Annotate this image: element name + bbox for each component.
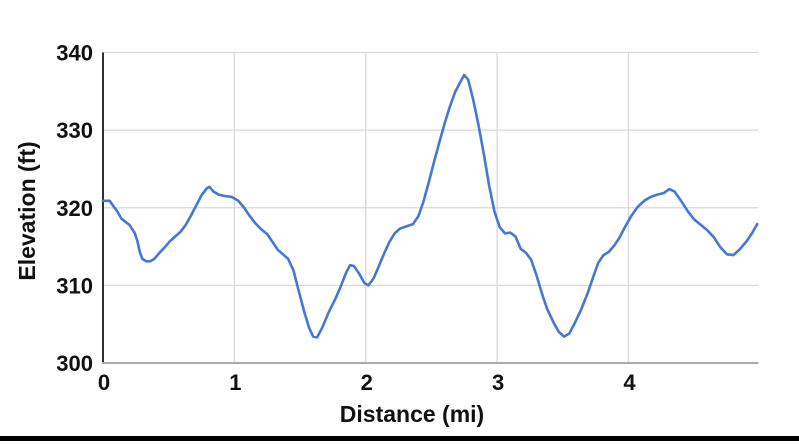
series-group [101, 73, 759, 339]
x-tick-label-1: 1 [229, 370, 241, 395]
y-tick-label-310: 310 [56, 273, 93, 298]
x-tick-label-0: 0 [98, 370, 110, 395]
x-axis-title: Distance (mi) [339, 401, 485, 427]
bottom-border-bar [0, 436, 799, 441]
gridlines [103, 51, 759, 363]
x-tick-label-2: 2 [361, 370, 373, 395]
y-axis-title: Elevation (ft) [14, 141, 40, 281]
x-tick-label-3: 3 [492, 370, 504, 395]
y-tick-label-330: 330 [56, 118, 93, 143]
y-tick-label-320: 320 [56, 196, 93, 221]
axes [102, 52, 759, 364]
y-tick-label-340: 340 [56, 41, 93, 66]
elevation-line-series [101, 73, 759, 339]
y-tick-label-300: 300 [56, 351, 93, 376]
x-tick-label-4: 4 [623, 370, 636, 395]
tick-labels: 300 310 320 330 340 0 1 2 3 4 [56, 41, 636, 396]
